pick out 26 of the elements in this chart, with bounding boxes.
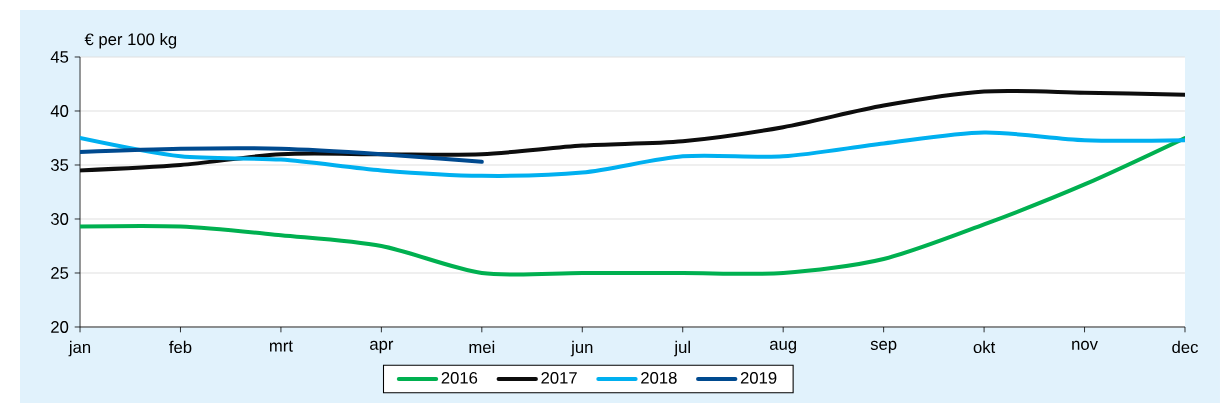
y-tick-label: 45 [50, 51, 69, 63]
x-tick-label: mei [469, 340, 495, 354]
legend-label: 2019 [740, 372, 777, 384]
y-tick-label: 30 [50, 213, 69, 225]
x-tick-label: sep [870, 340, 897, 354]
x-tick-label: jan [68, 340, 91, 357]
y-axis-title: € per 100 kg [84, 32, 177, 49]
x-tick-label: apr [370, 340, 394, 354]
x-tick-label: mrt [270, 340, 293, 352]
y-tick-label: 35 [50, 159, 69, 171]
line-series [80, 130, 1185, 178]
y-tick-label: 20 [51, 321, 69, 333]
x-tick-label: nov [1072, 340, 1098, 350]
y-tick-label: 40 [50, 105, 69, 117]
line-series [80, 88, 1185, 173]
line-series [80, 146, 484, 164]
x-tick-label: okt [973, 340, 996, 354]
legend-label: 2017 [541, 372, 577, 384]
y-tick-label: 25 [51, 267, 69, 279]
x-tick-label: dec [1172, 340, 1198, 354]
x-tick-label: jul [674, 340, 690, 357]
x-tick-label: feb [169, 340, 192, 354]
x-tick-label: jun [570, 340, 593, 357]
x-tick-label: aug [769, 340, 797, 354]
legend-label: 2016 [441, 372, 478, 384]
legend-label: 2018 [641, 372, 677, 384]
